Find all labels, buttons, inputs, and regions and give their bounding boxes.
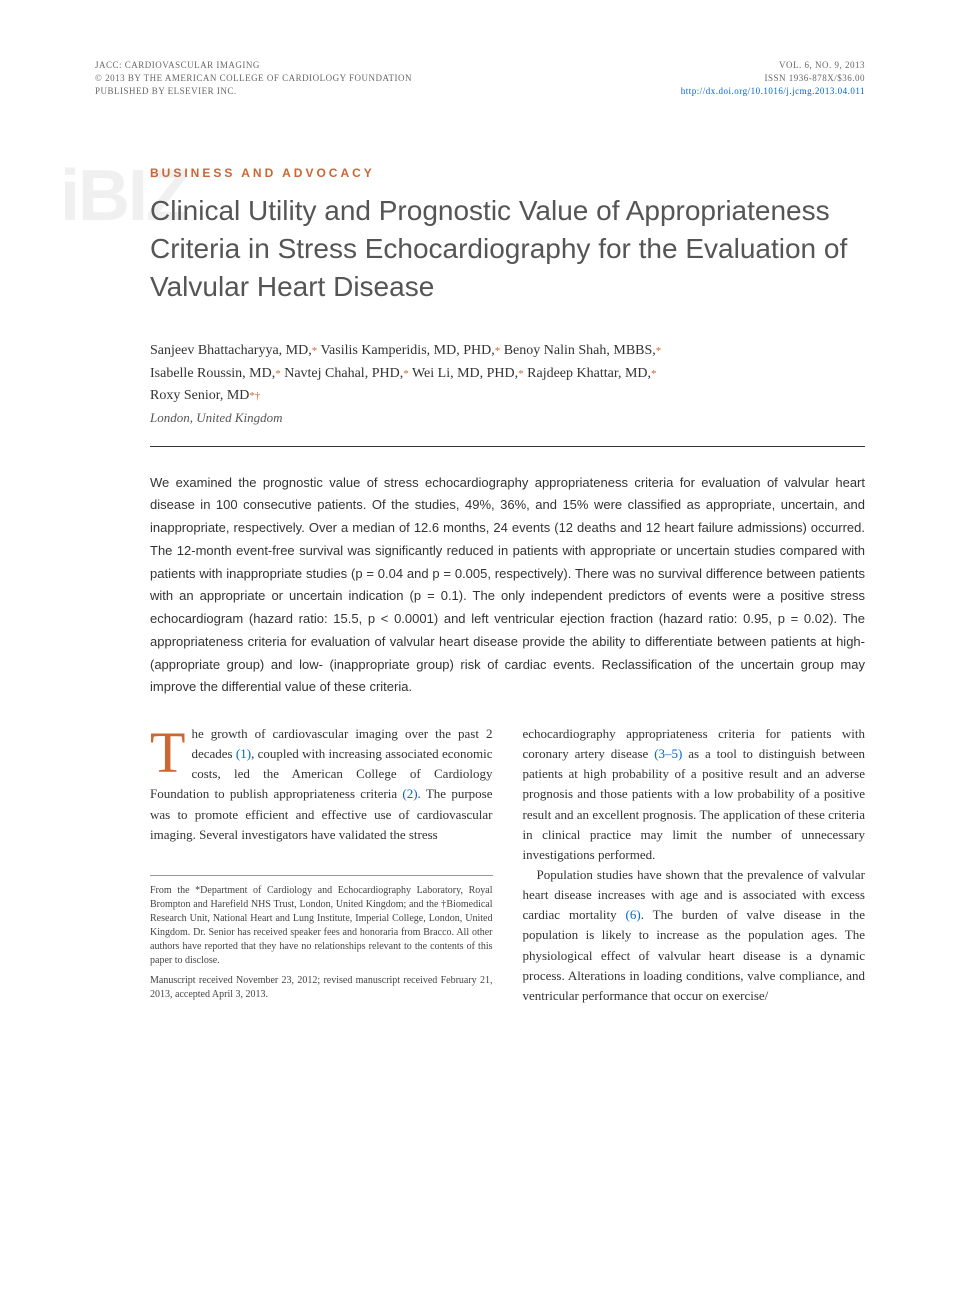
citation-link[interactable]: (2) [402, 786, 417, 801]
page-header: JACC: CARDIOVASCULAR IMAGING VOL. 6, NO.… [95, 60, 865, 96]
author: Vasilis Kamperidis, MD, PHD, [320, 343, 494, 358]
body-paragraph: Population studies have shown that the p… [523, 865, 866, 1006]
doi-link[interactable]: http://dx.doi.org/10.1016/j.jcmg.2013.04… [681, 86, 865, 96]
publisher-line: PUBLISHED BY ELSEVIER INC. [95, 86, 237, 96]
body-text: as a tool to distinguish between patient… [523, 746, 866, 862]
author: Wei Li, MD, PHD, [412, 366, 518, 381]
affil-mark: * [518, 368, 524, 380]
issn-line: ISSN 1936-878X/$36.00 [764, 73, 865, 83]
author: Navtej Chahal, PHD, [284, 366, 403, 381]
footnote-dates: Manuscript received November 23, 2012; r… [150, 974, 493, 1002]
body-columns: The growth of cardiovascular imaging ove… [150, 724, 865, 1008]
article-title: Clinical Utility and Prognostic Value of… [150, 192, 865, 305]
authors-block: Sanjeev Bhattacharyya, MD,* Vasilis Kamp… [150, 340, 865, 407]
author-location: London, United Kingdom [150, 410, 865, 426]
section-label: BUSINESS AND ADVOCACY [150, 166, 865, 180]
author: Rajdeep Khattar, MD, [527, 366, 651, 381]
affil-mark: * [312, 345, 318, 357]
citation-link[interactable]: (6) [626, 907, 641, 922]
author: Sanjeev Bhattacharyya, MD, [150, 343, 312, 358]
citation-link[interactable]: (3–5) [654, 746, 682, 761]
affil-mark: * [656, 345, 662, 357]
body-paragraph: The growth of cardiovascular imaging ove… [150, 724, 493, 845]
author: Isabelle Roussin, MD, [150, 366, 275, 381]
author: Roxy Senior, MD [150, 388, 249, 403]
affil-mark: * [495, 345, 501, 357]
affil-mark: *† [249, 390, 260, 402]
journal-name: JACC: CARDIOVASCULAR IMAGING [95, 60, 260, 70]
footnote-affiliations: From the *Department of Cardiology and E… [150, 884, 493, 968]
copyright-line: © 2013 BY THE AMERICAN COLLEGE OF CARDIO… [95, 73, 412, 83]
footnote-divider [150, 875, 493, 876]
affil-mark: * [651, 368, 657, 380]
body-paragraph: echocardiography appropriateness criteri… [523, 724, 866, 865]
author: Benoy Nalin Shah, MBBS, [504, 343, 656, 358]
dropcap: T [150, 724, 191, 777]
affil-mark: * [403, 368, 409, 380]
citation-link[interactable]: (1) [236, 746, 251, 761]
title-divider [150, 446, 865, 447]
footnote-block: From the *Department of Cardiology and E… [150, 884, 493, 1002]
column-left: The growth of cardiovascular imaging ove… [150, 724, 493, 1008]
abstract: We examined the prognostic value of stre… [150, 472, 865, 700]
volume-info: VOL. 6, NO. 9, 2013 [779, 60, 865, 70]
column-right: echocardiography appropriateness criteri… [523, 724, 866, 1008]
affil-mark: * [275, 368, 281, 380]
